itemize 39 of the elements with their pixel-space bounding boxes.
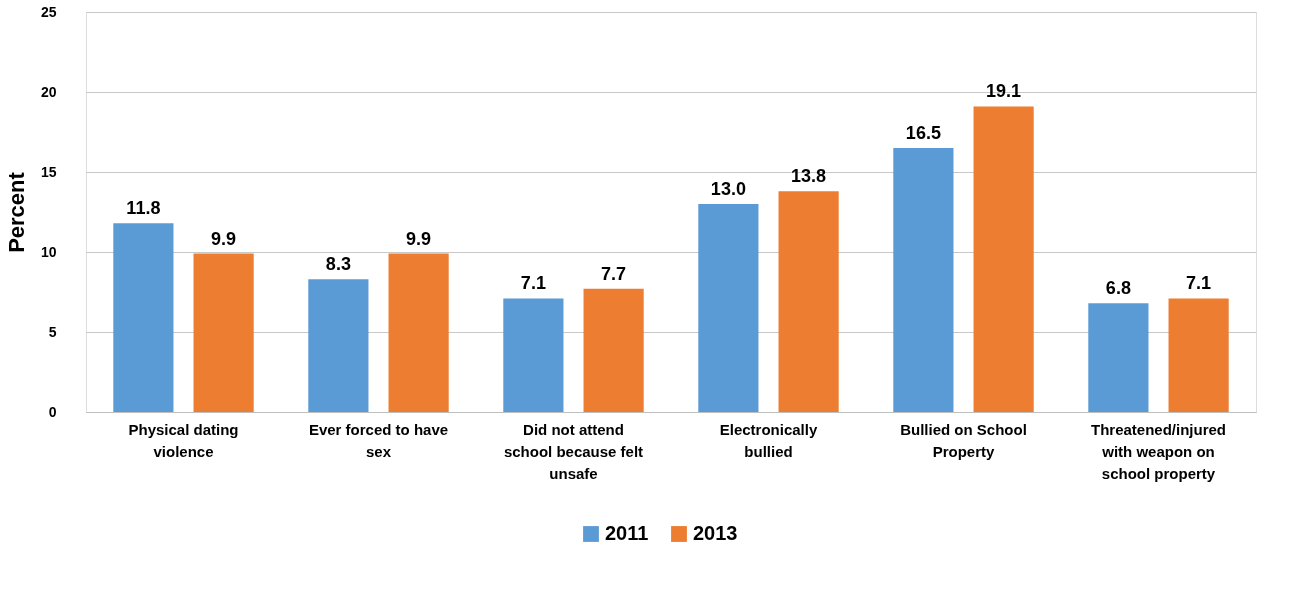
- x-tick-label: Threatened/injured with weapon on school property: [1090, 420, 1227, 482]
- bar: [778, 191, 839, 412]
- data-label: 9.9: [406, 228, 432, 249]
- bar: [973, 106, 1034, 412]
- data-label: 7.7: [601, 263, 627, 284]
- legend-label: 2013: [693, 522, 738, 544]
- bar: [698, 204, 759, 412]
- x-tick-label: Did not attend school because felt unsafe: [503, 420, 644, 482]
- data-label: 7.1: [1186, 273, 1212, 294]
- data-label: 16.5: [905, 123, 941, 143]
- data-label: 11.8: [126, 198, 161, 219]
- bar: [583, 288, 644, 412]
- bar: [893, 148, 954, 412]
- data-label: 9.9: [211, 228, 237, 249]
- bar: [1088, 303, 1149, 412]
- x-tick-label: Physical dating violence: [128, 420, 239, 460]
- x-tick-label: Bullied on School Property: [900, 420, 1027, 460]
- data-label: 19.1: [986, 81, 1022, 102]
- data-label: 13.8: [791, 166, 827, 187]
- data-label: 13.0: [710, 179, 746, 199]
- y-tick-label: 15: [40, 163, 57, 180]
- y-tick-label: 10: [40, 243, 57, 260]
- x-tick-label: Ever forced to have sex: [308, 420, 449, 460]
- y-tick-label: 5: [48, 323, 57, 340]
- bar: [308, 279, 369, 412]
- bar: [193, 253, 254, 412]
- bar: [503, 298, 564, 412]
- legend-label: 2011: [605, 522, 649, 544]
- data-label: 7.1: [520, 273, 546, 294]
- bar: [388, 253, 449, 412]
- y-tick-label: 20: [40, 83, 57, 100]
- y-tick-label: 25: [40, 3, 57, 20]
- y-axis-title: Percent: [3, 171, 29, 253]
- bar: [113, 223, 174, 412]
- data-label: 8.3: [325, 254, 351, 275]
- x-tick-label: Electronically bullied: [719, 420, 818, 460]
- y-tick-label: 0: [48, 403, 57, 420]
- data-label: 6.8: [1105, 278, 1131, 299]
- bar: [1168, 298, 1229, 412]
